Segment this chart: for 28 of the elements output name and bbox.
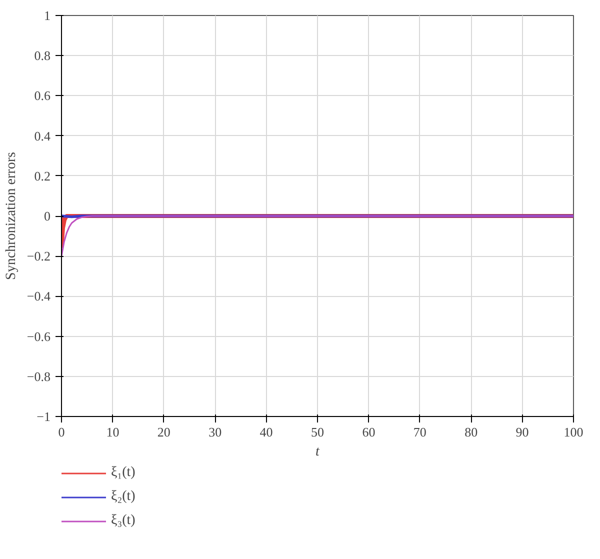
legend-label: ξ₃(t)	[111, 512, 136, 530]
y-tick-label: 0.6	[34, 88, 51, 104]
y-tick-label: −1	[36, 409, 51, 424]
y-tick-label: −0.4	[26, 288, 51, 304]
x-tick-label: 100	[564, 424, 584, 440]
x-tick-label: 70	[413, 424, 426, 440]
x-tick-label: 20	[157, 424, 170, 440]
x-tick-label: 60	[362, 424, 376, 440]
y-tick-label: −0.8	[26, 368, 51, 384]
line-series	[62, 215, 574, 257]
y-axis-title: Synchronization errors	[4, 152, 19, 280]
y-tick-label: 0.4	[34, 128, 51, 144]
x-tick-label: 0	[58, 424, 65, 440]
x-tick-label: 50	[311, 424, 324, 440]
x-tick-label: 10	[106, 424, 120, 440]
x-tick-label: 80	[464, 424, 478, 440]
y-tick-label: −0.2	[26, 248, 51, 264]
legend-label: ξ₂(t)	[111, 488, 136, 506]
y-tick-label: 1	[44, 8, 50, 23]
y-tick-label: 0	[44, 208, 50, 224]
legend-label: ξ₁(t)	[111, 464, 136, 482]
x-tick-label: 90	[516, 424, 529, 440]
x-tick-label: 40	[260, 424, 273, 440]
y-tick-label: 0.8	[34, 48, 50, 64]
x-tick-label: 30	[208, 424, 222, 440]
x-axis-title: t	[316, 444, 321, 460]
y-tick-label: 0.2	[34, 168, 50, 184]
y-tick-label: −0.6	[26, 328, 51, 344]
